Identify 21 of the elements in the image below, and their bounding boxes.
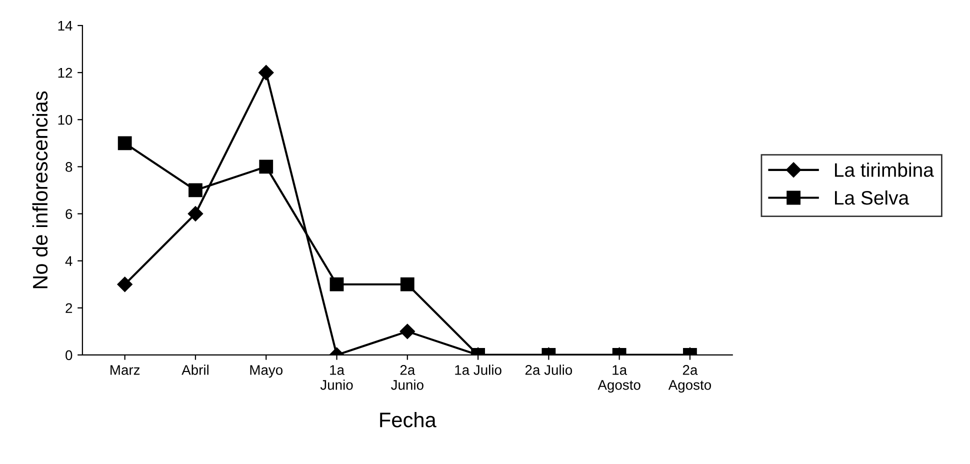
x-tick-label: 2a Julio [525, 364, 572, 375]
legend-label: La tirimbina [835, 162, 934, 177]
y-tick-label: 12 [58, 68, 72, 78]
y-tick-label: 0 [66, 350, 72, 360]
x-tick-label: 2a Junio [391, 365, 424, 390]
x-tick-label: 1a Julio [455, 364, 502, 375]
y-tick-label: 8 [66, 162, 72, 172]
y-tick-label: 2 [66, 303, 72, 313]
x-tick-label: 2a Agosto [668, 365, 712, 393]
y-tick-label: 6 [66, 209, 72, 219]
x-axis-title: Fecha [380, 412, 436, 428]
x-tick-label: Mayo [250, 365, 283, 378]
y-axis-title: No de inflorescencias [32, 91, 48, 288]
y-tick-label: 14 [58, 20, 72, 31]
x-tick-label: 1a Junio [320, 365, 353, 390]
x-tick-label: Abril [182, 364, 208, 375]
x-tick-label: 1a Agosto [598, 365, 640, 393]
y-tick-label: 10 [58, 114, 72, 125]
legend-label: La Selva [835, 190, 910, 205]
x-tick-label: Marz [110, 365, 140, 375]
y-tick-label: 4 [65, 256, 72, 266]
